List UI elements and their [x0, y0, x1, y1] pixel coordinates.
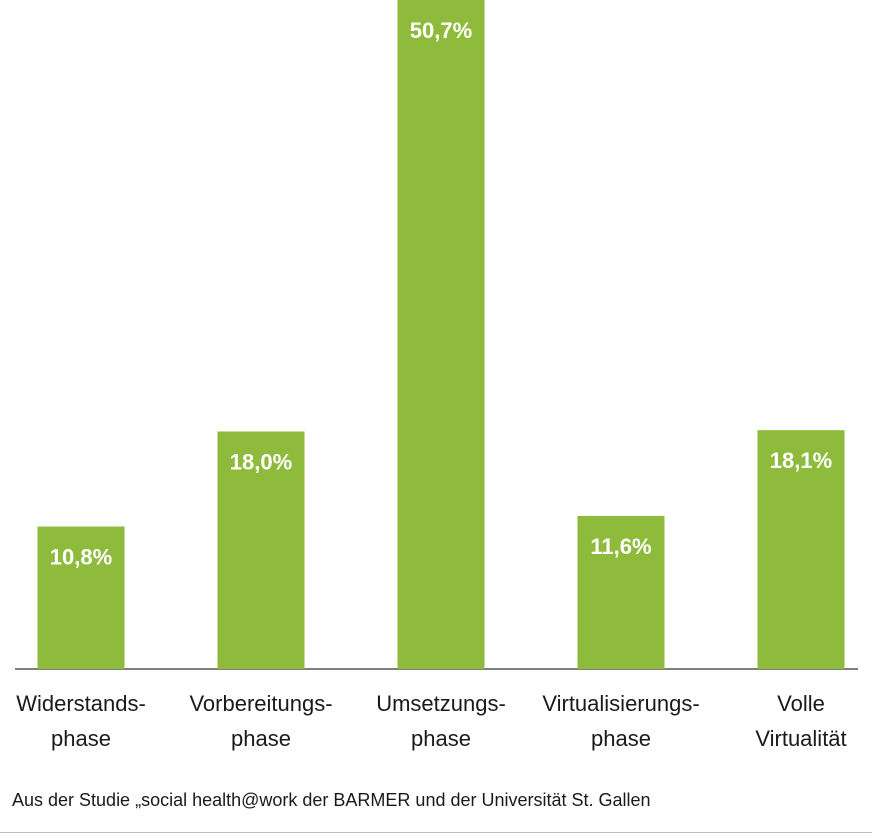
bar-3: [577, 515, 665, 669]
bottom-divider: [0, 832, 872, 833]
category-label-2-line-0: Umsetzungs-: [376, 691, 506, 716]
category-label-0-line-1: phase: [51, 726, 111, 751]
bar-0: [37, 526, 125, 669]
bar-value-label-3: 11,6%: [590, 534, 651, 559]
category-label-1-line-0: Vorbereitungs-: [189, 691, 332, 716]
bar-value-label-2: 50,7%: [410, 18, 472, 43]
category-label-2-line-1: phase: [411, 726, 471, 751]
category-label-1-line-1: phase: [231, 726, 291, 751]
category-label-4-line-0: Volle: [777, 691, 825, 716]
bar-value-label-0: 10,8%: [50, 544, 112, 569]
category-label-3-line-0: Virtualisierungs-: [542, 691, 699, 716]
category-label-4-line-1: Virtualität: [755, 726, 846, 751]
bar-2: [397, 0, 485, 669]
bar-value-label-1: 18,0%: [230, 449, 292, 474]
bar-1: [217, 431, 305, 669]
bar-value-label-4: 18,1%: [770, 448, 832, 473]
source-note: Aus der Studie „social health@work der B…: [12, 790, 651, 810]
category-label-0-line-0: Widerstands-: [16, 691, 146, 716]
category-label-3-line-1: phase: [591, 726, 651, 751]
bar-4: [757, 430, 845, 669]
